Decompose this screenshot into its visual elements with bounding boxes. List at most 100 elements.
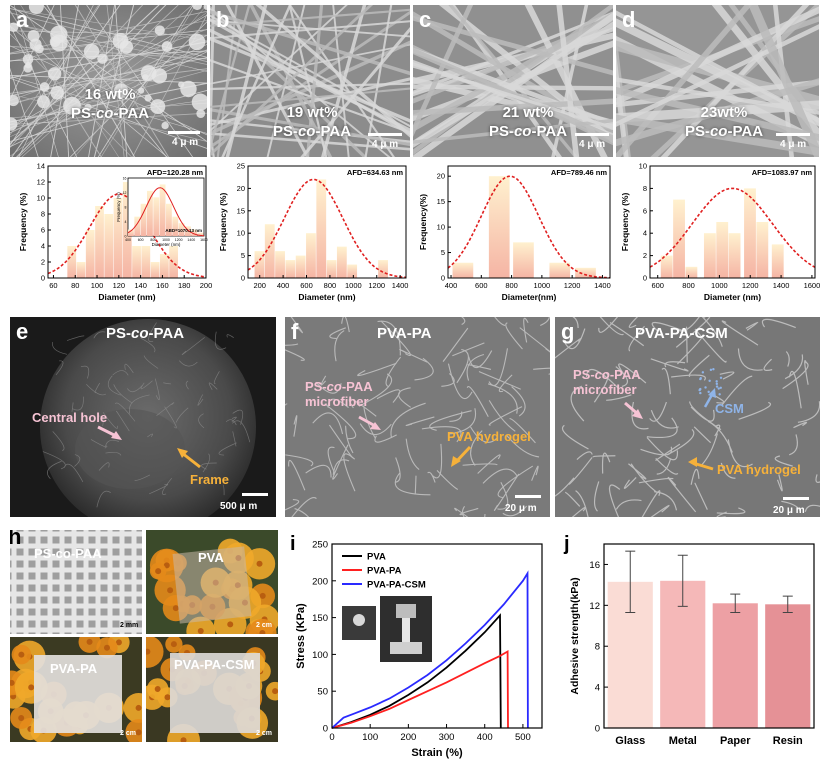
series-line <box>331 649 509 729</box>
fiber <box>210 9 410 76</box>
sem-polymer-b: PS-co-PAA <box>272 123 352 140</box>
histogram-b: 200 400 600 800 1000 1200 1400 0 5 10 15 20 25 Diamet… <box>218 162 408 303</box>
microfiber <box>570 385 585 422</box>
streak <box>181 337 205 355</box>
flower-center <box>146 648 151 655</box>
bead <box>192 5 203 11</box>
microfiber <box>288 460 306 491</box>
fiber <box>114 5 128 157</box>
histogram-bar <box>756 222 769 278</box>
fiber <box>10 49 207 138</box>
microfiber <box>781 500 801 512</box>
microfiber <box>793 421 808 429</box>
y-axis-label: Frequency (%) <box>620 193 630 252</box>
mesh-grid <box>10 530 142 634</box>
microfiber <box>630 463 657 493</box>
microfiber <box>324 403 357 440</box>
csm-dot <box>699 391 702 395</box>
fiber <box>288 5 328 157</box>
microfiber <box>576 451 593 460</box>
streak <box>52 341 68 355</box>
sem-panel-a: a 16 wt% PS-co-PAA 4 μ m <box>10 5 207 157</box>
streak <box>202 453 211 473</box>
x-tick-label: 1400 <box>392 281 409 290</box>
inset-photo-2-clamp <box>396 604 416 618</box>
x-tick-label: 1200 <box>564 281 581 290</box>
histogram-inset: ABD=1070.13 nm 400 600 800 1000 1200 1400 1600 0… <box>116 177 208 248</box>
microfiber <box>761 318 796 329</box>
microfiber <box>414 475 417 494</box>
series-line <box>331 570 529 729</box>
inset-bar <box>147 190 153 236</box>
microfiber <box>784 354 804 380</box>
y-tick-label: 15 <box>437 197 445 206</box>
inset-annotation: ABD=1070.13 nm <box>165 228 202 233</box>
y-tick-label: 50 <box>317 687 328 698</box>
streak <box>156 402 175 416</box>
flower-center <box>135 704 142 711</box>
y-tick-label: 14 <box>37 162 45 171</box>
plot-frame <box>247 165 407 279</box>
gaussian-fit <box>649 187 816 268</box>
sem-panel-b: b 19 wt% PS-co-PAA 4 μ m <box>210 5 410 157</box>
inset-y-tick-label: 4 <box>125 220 127 224</box>
fiber-network <box>555 317 820 517</box>
inset-bar <box>185 226 191 236</box>
y-tick-label: 20 <box>237 184 245 193</box>
microfiber <box>285 499 300 511</box>
histogram-bar <box>113 198 123 278</box>
microfiber <box>332 459 350 475</box>
fiber <box>210 5 348 133</box>
microfiber <box>293 415 298 437</box>
flower <box>248 618 277 634</box>
panel-f: f PVA-PA PS-co-PAA microfiber PVA hydrog… <box>285 317 550 517</box>
fiber <box>616 5 753 157</box>
sem-caption-b: 19 wt% PS-co-PAA <box>252 103 372 141</box>
fiber <box>10 5 144 149</box>
plot-frame <box>603 543 815 729</box>
bead <box>10 22 19 32</box>
flower-center <box>256 560 263 567</box>
y-tick-label: 8 <box>41 210 45 219</box>
scale-bar-a <box>168 131 200 134</box>
panel-label-j: j <box>563 533 570 555</box>
microfiber <box>470 430 483 466</box>
fiber <box>616 114 819 156</box>
microfiber <box>405 438 420 470</box>
flower-center <box>180 737 187 742</box>
histogram-bar <box>549 262 571 278</box>
microfiber <box>290 317 303 334</box>
microfiber <box>441 373 455 387</box>
fiber <box>10 99 207 128</box>
histogram-c: 400 600 800 1000 1200 1400 0 5 10 15 20 Diameter(nm… <box>418 165 611 302</box>
fiber <box>10 22 207 65</box>
fiber <box>18 5 179 157</box>
y-tick-label: 5 <box>241 251 245 260</box>
bead <box>188 33 206 51</box>
microfiber <box>649 401 667 422</box>
microfiber <box>788 370 802 409</box>
sem-panel-d: d 23wt% PS-co-PAA 4 μ m <box>616 5 819 157</box>
histogram-bar <box>104 214 114 278</box>
microfiber <box>701 433 718 466</box>
fiber <box>10 5 101 147</box>
sem-fibers <box>10 5 207 157</box>
streak <box>218 442 237 456</box>
photo-label-pva-pa-csm: PVA-PA-CSM <box>174 657 255 672</box>
streak <box>42 451 66 470</box>
histogram-bar <box>264 224 275 278</box>
fiber <box>21 5 193 157</box>
microfiber <box>628 463 647 480</box>
microfiber <box>380 320 411 356</box>
panel-label-d: d <box>622 7 636 32</box>
streak <box>86 384 107 396</box>
streak <box>147 433 153 438</box>
inset-x-label: Diameter (nm) <box>152 242 181 247</box>
microfiber <box>442 327 469 362</box>
bead <box>191 93 207 111</box>
streak <box>128 394 150 414</box>
streak <box>148 322 157 342</box>
streak <box>140 337 156 353</box>
histogram-bar <box>95 206 104 278</box>
fiber <box>300 26 410 157</box>
